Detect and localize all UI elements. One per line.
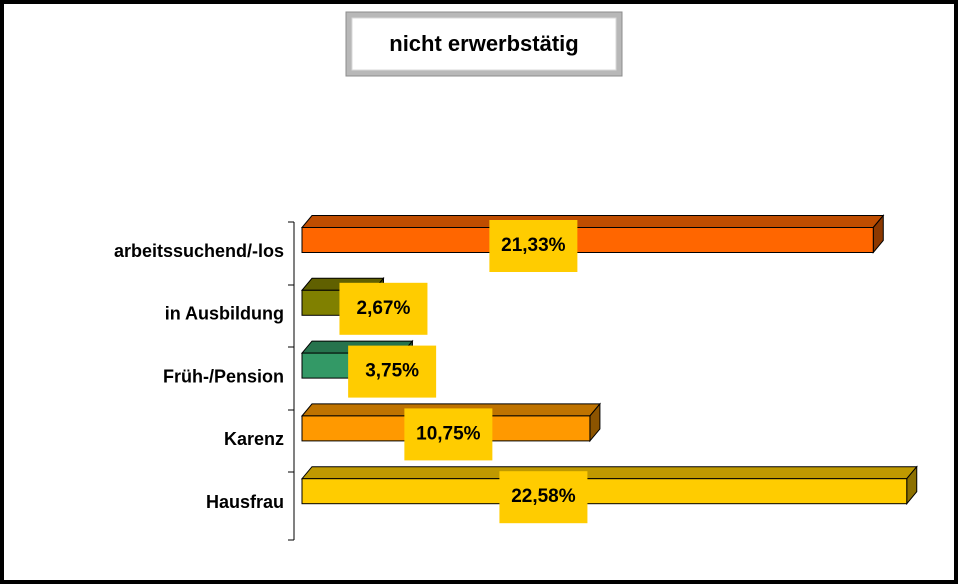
bar [301, 227, 874, 253]
value-label-box [339, 282, 428, 335]
y-tick-label: Hausfrau [206, 492, 284, 512]
value-label: 22,58% [511, 486, 576, 507]
axis-ticks [288, 221, 294, 541]
y-tick-label: in Ausbildung [165, 304, 284, 324]
bar-top [300, 466, 918, 480]
value-label-box [348, 345, 437, 398]
value-label: 21,33% [501, 235, 566, 256]
bar-top [300, 215, 885, 228]
value-label: 2,67% [357, 298, 411, 319]
value-label: 3,75% [365, 361, 419, 382]
value-label: 10,75% [416, 423, 481, 444]
bar [301, 478, 908, 505]
chart-title: nicht erwerbstätig [389, 31, 578, 56]
y-tick-label: Früh-/Pension [163, 366, 284, 386]
y-tick-label: arbeitssuchend/-los [114, 241, 284, 261]
value-label-box [404, 408, 493, 461]
y-tick-label: Karenz [224, 429, 284, 449]
value-label-box [489, 220, 578, 272]
title-box [351, 17, 617, 71]
value-label-box [499, 471, 588, 524]
